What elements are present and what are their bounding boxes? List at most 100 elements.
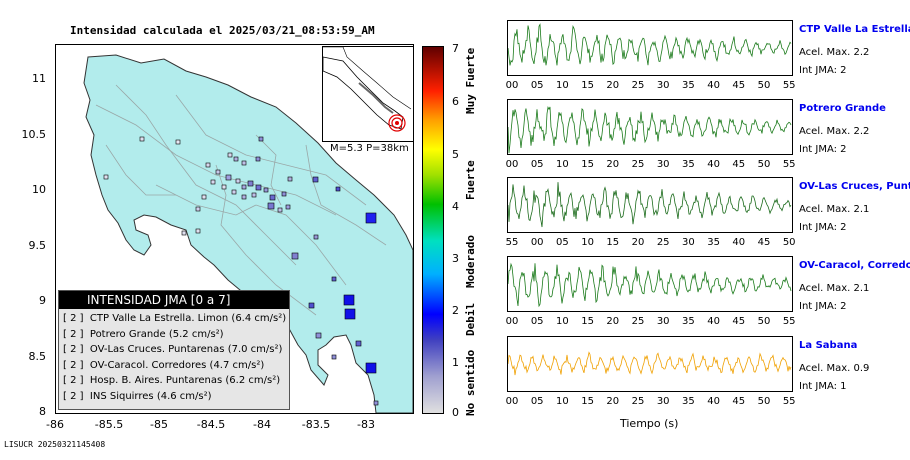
time-tick-label: 10 [556, 159, 569, 170]
time-tick-label: 05 [530, 396, 544, 407]
colorbar-category: Debil [464, 302, 477, 336]
colorbar-tick: 2 [452, 304, 459, 317]
time-tick-label: 40 [707, 316, 720, 327]
station-jma-intensity: Int JMA: 1 [799, 381, 847, 392]
time-tick-label: 50 [757, 396, 771, 407]
station-name-link[interactable]: Potrero Grande [799, 103, 886, 114]
colorbar-category: Fuerte [464, 160, 477, 200]
time-tick-label: 45 [732, 80, 746, 91]
y-tick-label: 10 [32, 183, 46, 196]
station-accel: Acel. Max. 2.1 [799, 204, 870, 215]
time-tick-label: 10 [556, 80, 569, 91]
legend-item: [ 2 ] OV-Caracol. Corredores (4.7 cm/s²) [63, 359, 265, 371]
time-tick-label: 55 [782, 396, 796, 407]
station-jma-intensity: Int JMA: 2 [799, 65, 847, 76]
time-tick-label: 35 [682, 159, 695, 170]
time-tick-label: 15 [581, 159, 594, 170]
y-tick-label: 9.5 [28, 239, 47, 252]
station-accel: Acel. Max. 0.9 [799, 363, 870, 374]
colorbar-category: Muy Fuerte [464, 47, 477, 114]
time-tick-label: 35 [707, 237, 720, 248]
legend-item: [ 2 ] Hosp. B. Aires. Puntarenas (6.2 cm… [63, 375, 281, 386]
waveform-trace [507, 20, 793, 76]
time-tick-label: 20 [606, 396, 620, 407]
time-tick-row: 00 05 10 15 20 25 30 35 40 45 50 55 [502, 396, 802, 408]
waveform-trace [507, 336, 793, 392]
epicenter-icon [388, 114, 406, 132]
colorbar-category: Moderado [464, 235, 477, 288]
time-tick-label: 50 [757, 80, 771, 91]
station-markers [103, 136, 379, 406]
station-name-link[interactable]: OV-Las Cruces, Puntar [799, 181, 910, 192]
time-tick-label: 25 [631, 316, 645, 327]
station-name-link[interactable]: La Sabana [799, 340, 858, 351]
station-accel: Acel. Max. 2.2 [799, 47, 870, 58]
time-tick-label: 35 [682, 316, 695, 327]
time-tick-label: 30 [656, 80, 670, 91]
colorbar-tick: 6 [452, 95, 459, 108]
colorbar-tick: 0 [452, 406, 459, 419]
time-tick-label: 05 [556, 237, 569, 248]
x-tick-label: -85.5 [94, 418, 124, 431]
time-tick-label: 20 [606, 159, 620, 170]
time-tick-label: 00 [505, 316, 519, 327]
time-tick-label: 10 [556, 316, 569, 327]
waveform-signal [508, 351, 792, 376]
time-tick-row: 00 05 10 15 20 25 30 35 40 45 50 55 [502, 80, 802, 92]
time-tick-label: 55 [782, 80, 796, 91]
time-tick-label: 15 [581, 316, 594, 327]
time-axis-label: Tiempo (s) [620, 417, 679, 430]
time-tick-label: 25 [631, 396, 645, 407]
time-tick-label: 35 [682, 396, 695, 407]
x-tick-label: -84.5 [196, 418, 226, 431]
waveform-signal [508, 23, 792, 66]
magnitude-depth-label: M=5.3 P=38km [330, 143, 409, 154]
legend-item: [ 2 ] Potrero Grande (5.2 cm/s²) [63, 328, 224, 340]
time-tick-label: 20 [606, 316, 620, 327]
waveform-trace [507, 177, 793, 233]
legend-title: INTENSIDAD JMA [0 a 7] [59, 291, 289, 309]
time-tick-label: 30 [682, 237, 695, 248]
costa-rica-landmass [83, 54, 413, 413]
colorbar-tick: 4 [452, 200, 459, 213]
time-tick-label: 50 [757, 159, 771, 170]
time-tick-label: 25 [656, 237, 670, 248]
time-tick-label: 05 [530, 80, 544, 91]
station-jma-intensity: Int JMA: 2 [799, 144, 847, 155]
time-tick-label: 15 [581, 80, 594, 91]
x-tick-label: -85 [150, 418, 168, 431]
time-tick-label: 00 [505, 396, 519, 407]
time-tick-label: 30 [656, 396, 670, 407]
time-tick-label: 10 [581, 237, 594, 248]
time-tick-row: 55 00 05 10 15 20 25 30 35 40 45 50 [502, 237, 802, 249]
time-tick-label: 35 [682, 80, 695, 91]
station-name-link[interactable]: OV-Caracol, Corredore [799, 260, 910, 271]
time-tick-label: 25 [631, 159, 645, 170]
time-tick-label: 40 [732, 237, 746, 248]
waveform-signal [508, 106, 792, 154]
record-id: LISUCR 20250321145408 [4, 440, 106, 449]
time-tick-label: 15 [581, 396, 594, 407]
time-tick-label: 40 [707, 80, 720, 91]
y-tick-label: 8 [39, 405, 46, 418]
station-accel: Acel. Max. 2.2 [799, 126, 870, 137]
time-tick-row: 00 05 10 15 20 25 30 35 40 45 50 55 [502, 316, 802, 328]
location-inset-map [322, 46, 414, 142]
y-tick-label: 11 [32, 72, 46, 85]
time-tick-label: 45 [757, 237, 771, 248]
time-tick-label: 00 [530, 237, 544, 248]
station-accel: Acel. Max. 2.1 [799, 283, 870, 294]
waveform-trace [507, 99, 793, 155]
time-tick-label: 50 [757, 316, 771, 327]
time-tick-label: 05 [530, 159, 544, 170]
inset-canvas [323, 47, 412, 132]
legend-item: [ 2 ] OV-Las Cruces. Puntarenas (7.0 cm/… [63, 344, 283, 355]
inset-coastline [323, 56, 404, 130]
colorbar-tick: 1 [452, 356, 459, 369]
legend-item: [ 2 ] CTP Valle La Estrella. Limon (6.4 … [63, 313, 287, 324]
station-name-link[interactable]: CTP Valle La Estrella, L [799, 24, 910, 35]
x-tick-label: -83 [357, 418, 375, 431]
time-tick-label: 10 [556, 396, 569, 407]
y-tick-label: 10.5 [21, 128, 47, 141]
colorbar-tick: 7 [452, 42, 459, 55]
